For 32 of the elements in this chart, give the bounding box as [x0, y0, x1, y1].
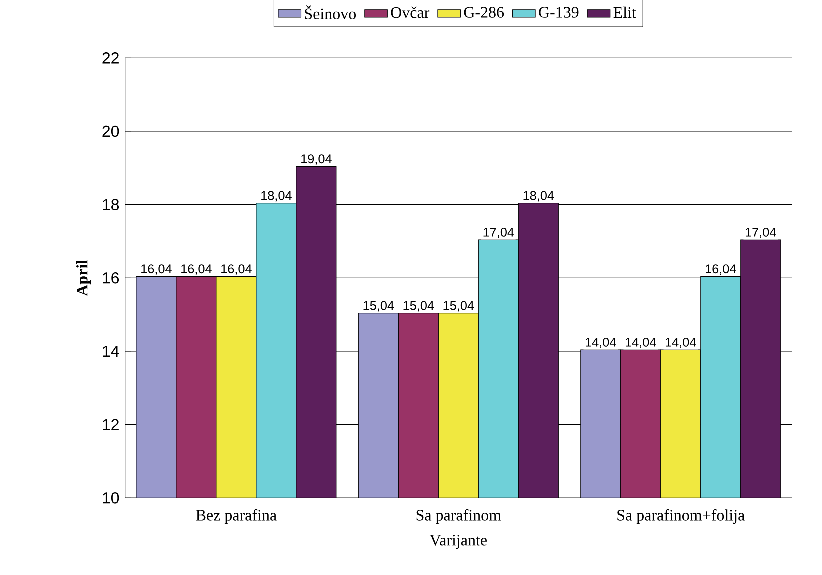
y-tick-label: 16 — [103, 272, 120, 284]
legend-label: Elit — [614, 6, 636, 18]
data-label: 16,04 — [706, 264, 736, 275]
x-tick-label: Sa parafinom+folija — [618, 509, 745, 524]
x-tick-label: Bez parafina — [196, 509, 277, 524]
y-axis-title: April — [76, 260, 92, 296]
legend-label: G-139 — [539, 6, 579, 18]
y-tick-label: 12 — [103, 418, 119, 430]
data-label: 14,04 — [666, 338, 696, 348]
data-label: 18,04 — [262, 191, 292, 202]
data-label: 15,04 — [404, 301, 434, 312]
data-label: 16,04 — [142, 264, 172, 275]
data-label: 19,04 — [302, 154, 332, 165]
data-label: 16,04 — [222, 264, 252, 275]
legend-label: Ovčar — [391, 6, 430, 18]
x-tick-label: Sa parafinom — [416, 509, 502, 524]
data-label: 14,04 — [586, 338, 616, 348]
y-tick-label: 20 — [102, 126, 120, 137]
data-label: 17,04 — [484, 228, 514, 238]
data-label: 18,04 — [524, 191, 554, 202]
legend-label: G-286 — [464, 6, 504, 18]
data-label: 15,04 — [364, 301, 394, 312]
data-label: 17,04 — [746, 228, 776, 238]
y-tick-label: 18 — [103, 198, 120, 210]
data-label: 16,04 — [182, 264, 212, 275]
y-tick-label: 10 — [103, 492, 120, 504]
y-tick-label: 22 — [102, 52, 119, 64]
data-label: 14,04 — [626, 338, 656, 348]
legend-label: Šeinovo — [305, 5, 356, 20]
x-axis-title: Varijante — [430, 534, 488, 549]
y-tick-label: 14 — [103, 346, 120, 357]
data-label: 15,04 — [444, 301, 474, 312]
